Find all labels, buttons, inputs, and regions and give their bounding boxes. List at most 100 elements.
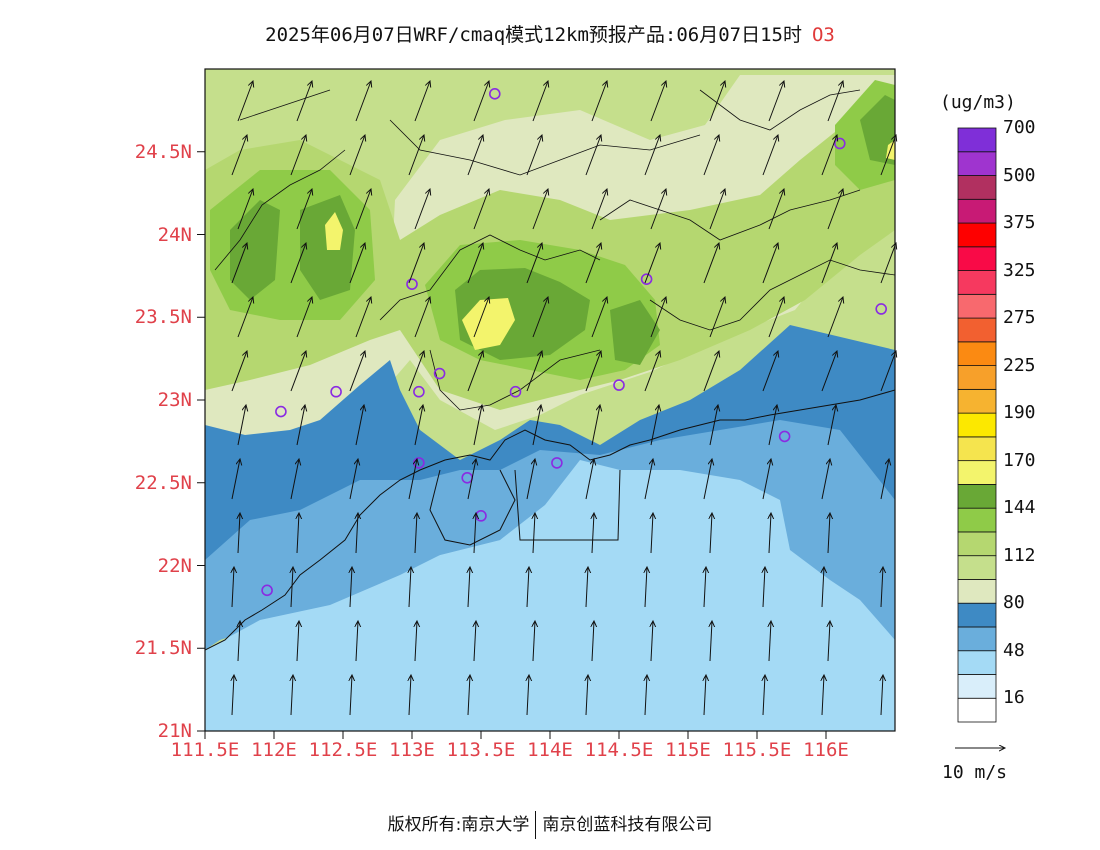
wind-arrow xyxy=(644,243,660,284)
lon-tick-label: 114.5E xyxy=(584,739,654,761)
wind-arrow xyxy=(650,81,666,122)
wind-arrow xyxy=(526,243,542,284)
wind-arrow xyxy=(585,135,601,176)
wind-arrow xyxy=(350,567,352,608)
wind-arrow xyxy=(710,621,712,662)
station-marker xyxy=(875,303,888,315)
wind-arrow xyxy=(880,243,896,284)
wind-arrow xyxy=(828,621,830,662)
wind-arrow xyxy=(821,459,830,500)
wind-arrow xyxy=(881,567,883,608)
wind-arrow xyxy=(355,189,371,230)
lon-tick-label: 115E xyxy=(665,739,711,761)
colorbar-swatch xyxy=(957,650,997,675)
lat-tick-label: 24.5N xyxy=(134,140,192,163)
colorbar-label: 190 xyxy=(1003,402,1036,424)
wind-arrow xyxy=(762,243,778,284)
colorbar-swatch xyxy=(957,341,997,366)
colorbar-swatch xyxy=(957,555,997,580)
wind-arrow xyxy=(473,81,489,122)
wind-arrow xyxy=(591,81,607,122)
wind-arrow xyxy=(880,135,896,176)
copyright-footer: 版权所有:南京大学 南京创蓝科技有限公司 xyxy=(0,810,1100,839)
wind-arrow xyxy=(414,189,430,230)
wind-arrow xyxy=(238,621,240,662)
colorbar-unit: (ug/m3) xyxy=(940,92,1016,113)
wind-arrow xyxy=(880,459,889,500)
wind-vectors xyxy=(232,81,896,716)
wind-arrow xyxy=(409,675,411,716)
lon-tick-label: 113E xyxy=(389,739,435,761)
wind-arrow xyxy=(408,459,417,500)
wind-arrow xyxy=(644,351,660,392)
wind-arrow xyxy=(709,189,725,230)
station-marker xyxy=(488,88,501,100)
wind-arrow xyxy=(769,621,771,662)
wind-arrow xyxy=(762,135,778,176)
colorbar-swatch xyxy=(957,697,997,723)
colorbar-label: 700 xyxy=(1003,117,1036,138)
wind-arrow xyxy=(474,621,476,662)
wind-arrow xyxy=(650,405,659,446)
lat-tick-label: 22N xyxy=(157,554,192,577)
station-marker xyxy=(261,584,273,597)
wind-arrow xyxy=(591,405,600,446)
wind-arrow xyxy=(349,243,365,284)
colorbar-label: 275 xyxy=(1003,307,1036,329)
wind-arrow xyxy=(709,405,718,446)
wind-arrow xyxy=(237,405,246,446)
colorbar-swatch xyxy=(957,674,997,699)
map-title: 2025年06月07日WRF/cmaq模式12km预报产品:06月07日15时 O… xyxy=(0,20,1100,47)
colorbar-swatch xyxy=(957,388,997,414)
station-marker xyxy=(551,457,563,469)
wind-arrow xyxy=(415,513,417,554)
county-boundaries xyxy=(214,89,895,411)
lat-tick-label: 23.5N xyxy=(134,306,192,329)
wind-arrow xyxy=(526,459,535,500)
field-band-144-160-east xyxy=(860,95,895,165)
axis-ticks xyxy=(197,151,827,739)
wind-arrow xyxy=(651,621,653,662)
wind-arrow xyxy=(763,675,765,716)
wind-arrow xyxy=(644,135,660,176)
coastline xyxy=(205,389,895,651)
wind-arrow xyxy=(533,513,535,554)
wind-arrow xyxy=(355,297,371,338)
wind-arrow xyxy=(704,567,706,608)
lon-tick-label: 111.5E xyxy=(170,739,240,761)
wind-arrow xyxy=(291,567,293,608)
wind-arrow xyxy=(296,81,312,122)
colorbar-swatch xyxy=(957,365,997,390)
wind-arrow xyxy=(355,405,364,446)
wind-arrow xyxy=(645,675,647,716)
colorbar-label: 325 xyxy=(1003,259,1036,281)
lon-tick-label: 113.5E xyxy=(446,739,516,761)
wind-arrow xyxy=(645,567,647,608)
wind-arrow xyxy=(827,81,843,122)
wind-arrow xyxy=(768,297,784,338)
wind-arrow xyxy=(467,135,483,176)
colorbar-swatch xyxy=(957,293,997,319)
wind-arrow xyxy=(586,567,588,608)
colorbar-swatch xyxy=(957,270,997,295)
wind-arrow xyxy=(532,297,548,338)
wind-arrow xyxy=(533,621,535,662)
wind-arrow xyxy=(237,81,253,122)
wind-arrow xyxy=(296,297,312,338)
wind-arrow xyxy=(762,351,778,392)
wind-arrow xyxy=(526,135,542,176)
wind-arrow xyxy=(237,297,253,338)
wind-arrow xyxy=(414,405,423,446)
wind-arrow xyxy=(474,513,476,554)
wind-arrow xyxy=(768,405,777,446)
wind-arrow xyxy=(408,243,424,284)
wind-arrow xyxy=(468,675,470,716)
wind-arrow xyxy=(473,297,489,338)
colorbar-swatch xyxy=(957,507,997,533)
wind-arrow xyxy=(296,405,305,446)
wind-arrow xyxy=(356,621,358,662)
wind-arrow xyxy=(586,675,588,716)
wind-arrow xyxy=(473,189,489,230)
wind-arrow xyxy=(768,189,784,230)
